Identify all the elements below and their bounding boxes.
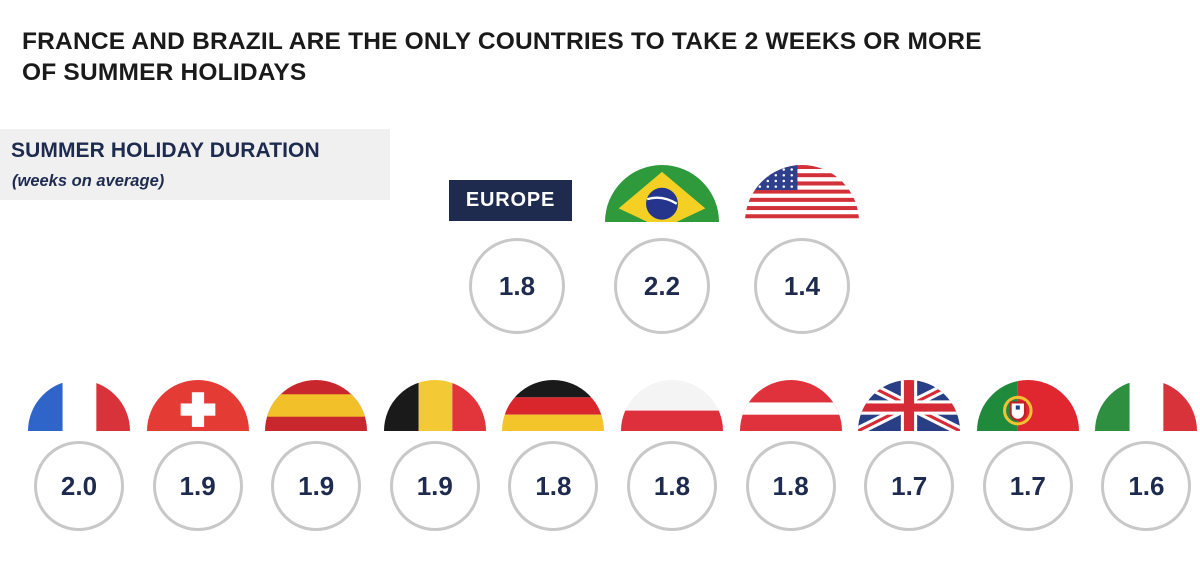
chart-title-line-2: OF SUMMER HOLIDAYS (22, 59, 307, 86)
value-circle: 1.8 (745, 441, 836, 531)
value-circle: 1.9 (152, 441, 243, 531)
europe-badge: EUROPE (449, 180, 572, 221)
value-circle: 1.6 (1101, 441, 1192, 531)
portugal-flag-icon (976, 380, 1079, 431)
uk-flag-icon (858, 380, 961, 431)
italy-flag-icon (1095, 380, 1198, 431)
value-circle: 1.8 (627, 441, 717, 531)
subhead-panel: SUMMER HOLIDAY DURATION (weeks on averag… (0, 129, 390, 200)
belgium-flag-icon (383, 380, 486, 431)
chart-title-line-1: FRANCE AND BRAZIL ARE THE ONLY COUNTRIES… (22, 28, 982, 55)
spain-flag-icon (265, 380, 368, 431)
value-circle: 1.9 (389, 441, 480, 531)
switzerland-flag-icon (146, 380, 249, 431)
value-circle: 1.4 (754, 238, 850, 334)
value-circle: 1.7 (982, 441, 1073, 531)
value-circle: 2.0 (34, 441, 124, 531)
value-circle: 1.8 (469, 238, 565, 334)
value-circle: 1.8 (508, 441, 599, 531)
austria-flag-icon (739, 380, 842, 431)
germany-flag-icon (502, 380, 605, 431)
poland-flag-icon (621, 380, 723, 431)
value-circle: 1.7 (864, 441, 955, 531)
value-circle: 2.2 (614, 238, 710, 334)
brazil-flag-icon (605, 165, 719, 222)
usa-flag-icon (745, 165, 859, 222)
subhead-unit: (weeks on average) (12, 172, 165, 190)
france-flag-icon (28, 380, 130, 431)
subhead-title: SUMMER HOLIDAY DURATION (11, 139, 320, 162)
chart-title: FRANCE AND BRAZIL ARE THE ONLY COUNTRIES… (22, 26, 1072, 88)
value-circle: 1.9 (271, 441, 362, 531)
